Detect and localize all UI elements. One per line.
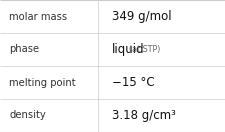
Text: liquid: liquid <box>111 43 144 56</box>
Text: 3.18 g/cm³: 3.18 g/cm³ <box>111 109 175 122</box>
Text: 349 g/mol: 349 g/mol <box>111 10 171 23</box>
Text: (at STP): (at STP) <box>128 45 160 54</box>
Text: melting point: melting point <box>9 77 75 88</box>
Text: density: density <box>9 110 46 121</box>
Text: phase: phase <box>9 44 39 55</box>
Text: molar mass: molar mass <box>9 11 67 22</box>
Text: −15 °C: −15 °C <box>111 76 154 89</box>
